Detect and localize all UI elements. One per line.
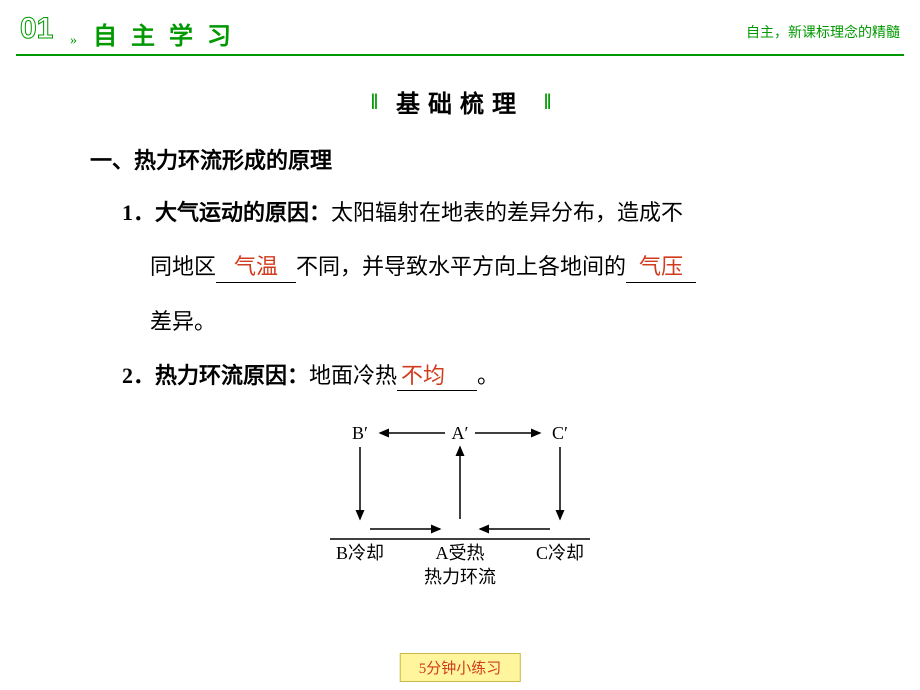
- p1-t2: 同地区: [150, 254, 216, 279]
- header-tagline: 自主，新课标理念的精髓: [746, 22, 900, 42]
- p2-bold: 热力环流原因：: [155, 363, 309, 388]
- page-header: 01 » 自主学习 自主，新课标理念的精髓: [0, 0, 920, 54]
- svg-text:B冷却: B冷却: [336, 543, 384, 563]
- p1-t1: 太阳辐射在地表的差异分布，造成不: [331, 200, 683, 225]
- bar-left-icon: ‖: [371, 89, 376, 115]
- svg-text:B′: B′: [352, 423, 368, 443]
- paragraph-1-line2: 同地区气温不同，并导致水平方向上各地间的气压: [90, 243, 830, 291]
- svg-text:01: 01: [20, 12, 53, 44]
- chevron-icon: »: [70, 33, 75, 49]
- paragraph-1-line3: 差异。: [90, 298, 830, 346]
- diagram-container: B′ A′ C′ B冷却 A受热 C冷却 热力环流: [90, 419, 830, 594]
- p1-t3: 不同，并导致水平方向上各地间的: [296, 254, 626, 279]
- svg-text:A′: A′: [452, 423, 469, 443]
- content-area: ‖ 基础梳理 ‖ 一、热力环流形成的原理 1．大气运动的原因：太阳辐射在地表的差…: [0, 56, 920, 594]
- paragraph-1-line1: 1．大气运动的原因：太阳辐射在地表的差异分布，造成不: [90, 189, 830, 237]
- p1-t4: 差异。: [150, 309, 216, 334]
- header-title: 自主学习: [93, 16, 245, 51]
- thermal-circulation-diagram: B′ A′ C′ B冷却 A受热 C冷却 热力环流: [310, 419, 610, 594]
- blank-3: 不均: [397, 364, 477, 391]
- subtitle-row: ‖ 基础梳理 ‖: [90, 84, 830, 119]
- p2-t2: 。: [477, 363, 499, 388]
- subtitle-text: 基础梳理: [396, 92, 524, 118]
- practice-button[interactable]: 5分钟小练习: [400, 653, 521, 682]
- svg-text:C′: C′: [552, 423, 568, 443]
- svg-text:A受热: A受热: [436, 543, 485, 563]
- heading-1: 一、热力环流形成的原理: [90, 143, 830, 175]
- bar-right-icon: ‖: [544, 89, 549, 115]
- blank-2: 气压: [626, 255, 696, 282]
- section-number: 01: [20, 12, 60, 52]
- svg-text:热力环流: 热力环流: [424, 567, 496, 587]
- blank-1: 气温: [216, 255, 296, 282]
- svg-text:C冷却: C冷却: [536, 543, 584, 563]
- p2-t1: 地面冷热: [309, 363, 397, 388]
- paragraph-2: 2．热力环流原因：地面冷热不均。: [90, 352, 830, 400]
- p1-lead: 1．: [122, 200, 155, 225]
- p1-bold: 大气运动的原因：: [155, 200, 331, 225]
- p2-lead: 2．: [122, 363, 155, 388]
